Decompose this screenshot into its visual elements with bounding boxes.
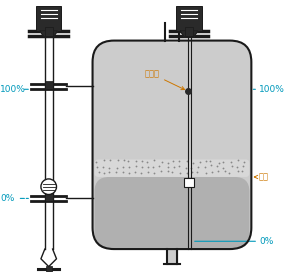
Text: 0%: 0% [0, 194, 14, 203]
Bar [184, 178, 194, 187]
Bar [45, 27, 53, 36]
Text: 0%: 0% [259, 237, 273, 246]
Polygon shape [40, 31, 58, 37]
Bar [45, 81, 53, 89]
Text: 100%: 100% [259, 85, 285, 94]
Text: 液面: 液面 [254, 172, 268, 181]
Text: 100%: 100% [0, 85, 26, 94]
Polygon shape [167, 249, 177, 264]
Circle shape [41, 179, 57, 195]
FancyBboxPatch shape [92, 41, 251, 249]
Bar [46, 266, 52, 274]
Text: 调压孔: 调压孔 [144, 69, 185, 90]
Bar [185, 27, 193, 36]
Bar [45, 193, 53, 201]
Bar [36, 6, 61, 31]
Polygon shape [165, 23, 179, 41]
FancyBboxPatch shape [95, 177, 249, 249]
Polygon shape [180, 31, 198, 37]
Bar [176, 6, 202, 31]
FancyBboxPatch shape [95, 160, 249, 177]
